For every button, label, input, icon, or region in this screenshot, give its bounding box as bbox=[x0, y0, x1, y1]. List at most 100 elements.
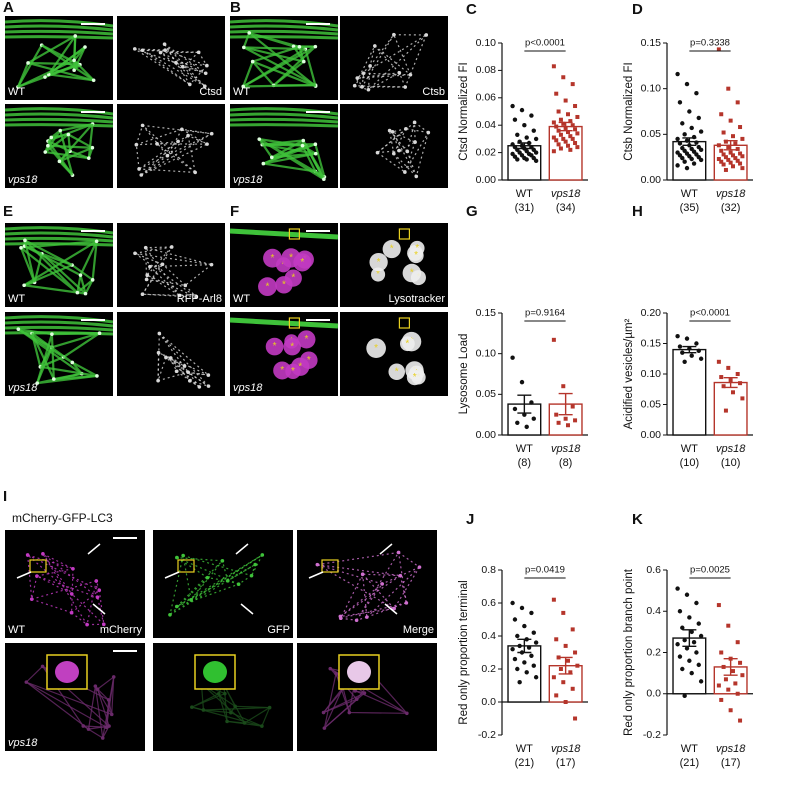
puncta bbox=[176, 139, 180, 144]
data-point bbox=[556, 142, 561, 147]
neurite bbox=[158, 333, 209, 387]
neurite bbox=[158, 333, 200, 388]
data-point bbox=[726, 623, 731, 628]
inset-box bbox=[177, 559, 195, 573]
puncta bbox=[175, 555, 179, 560]
micrograph-structure bbox=[229, 107, 339, 182]
neurite bbox=[392, 128, 407, 154]
neurite bbox=[340, 573, 395, 618]
puncta bbox=[72, 58, 76, 63]
lysosome bbox=[265, 337, 284, 356]
puncta bbox=[134, 142, 139, 147]
puncta bbox=[140, 292, 145, 297]
puncta bbox=[270, 155, 274, 160]
puncta bbox=[260, 553, 265, 557]
data-point bbox=[726, 687, 731, 692]
panel-letter: G bbox=[466, 203, 478, 220]
neurite bbox=[158, 352, 185, 367]
data-point bbox=[716, 47, 721, 52]
y-tick-label: 0.0 bbox=[481, 696, 496, 708]
asterisk: * bbox=[390, 244, 394, 255]
data-point bbox=[573, 716, 578, 721]
image-label: WT bbox=[8, 624, 25, 636]
data-point bbox=[726, 86, 731, 91]
data-point bbox=[689, 353, 694, 358]
neurite bbox=[135, 125, 183, 146]
puncta bbox=[183, 283, 188, 288]
p-value: p=0.0419 bbox=[525, 565, 565, 576]
puncta bbox=[57, 159, 62, 164]
puncta bbox=[194, 295, 199, 299]
puncta bbox=[144, 277, 149, 282]
y-tick-label: 0.6 bbox=[481, 597, 496, 609]
x-tick-label: WT bbox=[681, 188, 698, 200]
neurite bbox=[248, 31, 300, 48]
puncta bbox=[72, 68, 76, 72]
neurite bbox=[157, 352, 189, 382]
data-point bbox=[675, 586, 680, 591]
panel-letter: J bbox=[466, 511, 474, 528]
data-point bbox=[551, 64, 556, 69]
asterisk: * bbox=[291, 366, 295, 377]
data-point bbox=[682, 359, 687, 364]
neurite bbox=[141, 246, 180, 297]
y-tick-label: 0.6 bbox=[646, 564, 661, 576]
image-label: WT bbox=[8, 293, 25, 305]
puncta bbox=[83, 291, 88, 296]
data-point bbox=[561, 384, 566, 389]
data-point bbox=[551, 135, 556, 140]
puncta bbox=[111, 675, 116, 679]
axon-bundle bbox=[4, 117, 114, 124]
puncta bbox=[174, 604, 179, 609]
y-tick-label: -0.2 bbox=[478, 729, 496, 741]
data-point bbox=[698, 147, 704, 153]
puncta bbox=[78, 273, 83, 277]
data-point bbox=[716, 156, 721, 161]
puncta bbox=[66, 132, 71, 137]
puncta bbox=[16, 327, 21, 331]
neurite bbox=[304, 144, 325, 181]
lysosome bbox=[402, 263, 422, 283]
data-point bbox=[728, 118, 733, 123]
puncta bbox=[41, 552, 45, 556]
puncta bbox=[95, 374, 99, 378]
data-point bbox=[575, 145, 580, 150]
data-point bbox=[512, 617, 518, 622]
panel-letter: C bbox=[466, 1, 477, 18]
puncta bbox=[148, 264, 152, 269]
puncta bbox=[197, 385, 202, 389]
puncta bbox=[206, 373, 211, 377]
data-point bbox=[551, 149, 556, 154]
asterisk: * bbox=[377, 257, 381, 268]
neurite bbox=[138, 140, 179, 170]
asterisk: * bbox=[405, 338, 409, 349]
puncta bbox=[52, 377, 56, 381]
puncta bbox=[387, 128, 392, 133]
y-tick-label: 0.04 bbox=[476, 119, 497, 131]
neurite bbox=[238, 564, 256, 585]
data-point bbox=[694, 91, 699, 96]
y-tick-label: 0.00 bbox=[641, 174, 662, 186]
neurite bbox=[69, 123, 94, 160]
neurite bbox=[393, 132, 429, 173]
data-point bbox=[515, 157, 520, 162]
puncta bbox=[58, 128, 63, 133]
data-point bbox=[570, 136, 575, 141]
neurite bbox=[142, 49, 208, 66]
lysosome bbox=[297, 330, 316, 349]
puncta bbox=[22, 283, 26, 288]
y-axis-label: Ctsb Normalized FI bbox=[623, 62, 635, 160]
neurite bbox=[356, 552, 400, 621]
neurite bbox=[356, 34, 395, 79]
axon-bundle bbox=[4, 320, 114, 328]
p-value: p=0.3338 bbox=[690, 38, 730, 49]
puncta bbox=[133, 251, 137, 256]
data-point bbox=[561, 680, 566, 685]
error-bar bbox=[723, 140, 738, 151]
neurite bbox=[369, 45, 411, 76]
puncta bbox=[139, 173, 144, 177]
puncta bbox=[94, 579, 99, 583]
neurite bbox=[218, 693, 263, 727]
puncta bbox=[132, 47, 137, 51]
puncta bbox=[169, 245, 174, 249]
